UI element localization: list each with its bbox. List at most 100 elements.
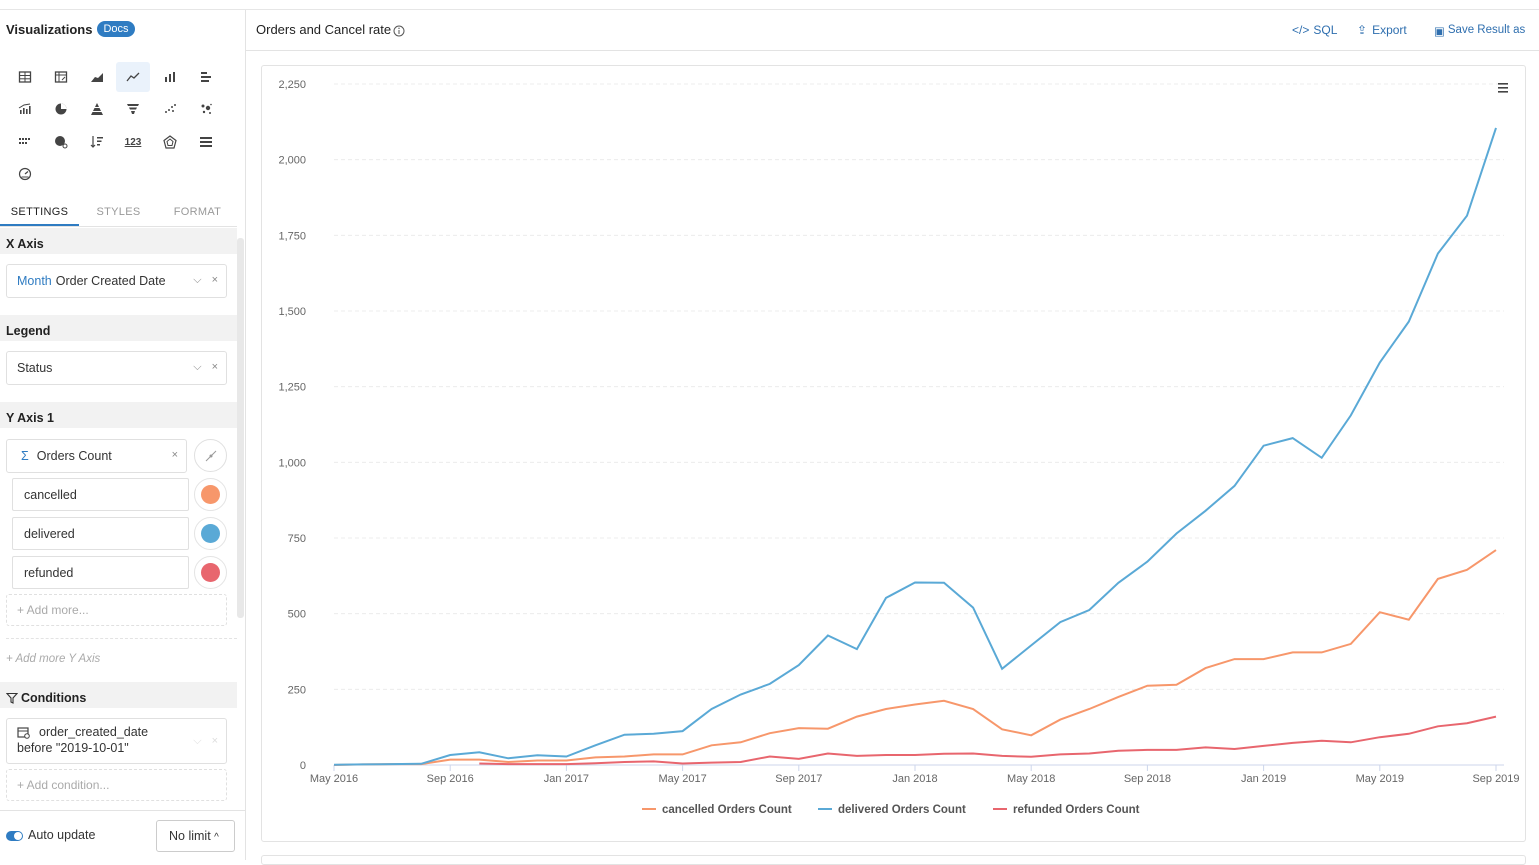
x-tick-label: Jan 2017	[544, 773, 589, 785]
table-icon[interactable]	[8, 62, 42, 92]
limit-button[interactable]: No limit ^	[156, 820, 235, 852]
number-icon[interactable]: 123	[124, 136, 142, 148]
x-tick-label: May 2016	[310, 773, 358, 785]
chart-menu-icon[interactable]	[1498, 83, 1508, 93]
series-line[interactable]	[479, 715, 1497, 766]
conditions-label: Conditions	[21, 691, 87, 705]
combo-chart-icon[interactable]	[8, 94, 42, 124]
x-axis-aggregation: Month	[17, 274, 52, 288]
y-tick-label: 1,250	[278, 382, 306, 394]
close-icon[interactable]: ×	[171, 449, 178, 461]
area-chart-icon[interactable]	[80, 62, 114, 92]
close-icon[interactable]: ×	[211, 735, 218, 747]
y-tick-label: 250	[288, 684, 306, 696]
gantt-icon[interactable]	[189, 127, 223, 157]
gauge-icon[interactable]	[8, 159, 42, 189]
visualizations-header: Visualizations Docs	[6, 21, 135, 37]
series-line[interactable]	[333, 549, 1497, 766]
x-axis-field[interactable]: Month Order Created Date ⌵ ×	[6, 264, 227, 298]
chevron-down-icon[interactable]: ⌵	[193, 274, 202, 286]
color-picker-cancelled[interactable]	[194, 478, 227, 511]
pivot-table-icon[interactable]	[44, 62, 78, 92]
column-chart-icon[interactable]	[153, 62, 187, 92]
legend-field[interactable]: Status ⌵ ×	[6, 351, 227, 385]
pyramid-icon[interactable]	[80, 94, 114, 124]
chevron-up-icon: ^	[214, 832, 219, 843]
condition-item[interactable]: order_created_date before "2019-10-01" ⌵…	[6, 718, 227, 764]
x-axis-field-name: Order Created Date	[55, 274, 166, 288]
visualizations-title: Visualizations	[6, 21, 93, 37]
series-row-cancelled[interactable]: cancelled	[12, 478, 189, 511]
trendline-button[interactable]	[194, 439, 227, 472]
line-chart: 0 250 500 750 1,000 1,250 1,500 1,750 2,000 2,250…	[278, 79, 1519, 816]
y-tick-label: 2,250	[278, 79, 306, 91]
info-icon[interactable]	[393, 25, 405, 37]
legend-item[interactable]: delivered Orders Count	[838, 804, 966, 816]
limit-label: No limit	[169, 829, 211, 843]
x-tick-label: Jan 2018	[892, 773, 937, 785]
add-more-series-button[interactable]: + Add more...	[6, 594, 227, 626]
bar-chart-icon[interactable]	[189, 62, 223, 92]
sigma-icon: Σ	[21, 449, 29, 463]
close-icon[interactable]: ×	[211, 274, 218, 286]
divider	[6, 638, 237, 639]
filter-icon	[6, 692, 18, 704]
sorted-bar-icon[interactable]	[80, 127, 114, 157]
y-tick-label: 0	[300, 760, 306, 772]
y-tick-label: 2,000	[278, 155, 306, 167]
tab-styles[interactable]: STYLES	[96, 206, 141, 218]
series-row-refunded[interactable]: refunded	[12, 556, 189, 589]
result-card	[261, 855, 1526, 865]
legend-item[interactable]: refunded Orders Count	[1013, 804, 1140, 816]
save-result-button[interactable]: ▣ Save Result as	[1434, 24, 1525, 38]
series-line[interactable]	[333, 127, 1497, 766]
bubble-icon[interactable]	[189, 94, 223, 124]
export-button[interactable]: ⇪ Export	[1357, 23, 1407, 37]
chart-title: Orders and Cancel rate	[256, 22, 392, 37]
legend-header: Legend	[0, 315, 237, 341]
tab-format[interactable]: FORMAT	[173, 206, 222, 218]
legend-item[interactable]: cancelled Orders Count	[662, 804, 792, 816]
add-more-y-axis-button[interactable]: + Add more Y Axis	[6, 653, 101, 665]
y-tick-label: 500	[288, 609, 306, 621]
funnel-icon[interactable]	[116, 94, 150, 124]
auto-update-label: Auto update	[28, 828, 96, 842]
tab-settings[interactable]: SETTINGS	[0, 203, 79, 226]
chevron-down-icon[interactable]: ⌵	[193, 361, 202, 373]
calendar-icon	[17, 726, 30, 739]
heatmap-icon[interactable]	[8, 127, 42, 157]
pie-chart-icon[interactable]	[44, 94, 78, 124]
sql-button[interactable]: </> SQL	[1292, 23, 1337, 37]
color-picker-delivered[interactable]	[194, 517, 227, 550]
close-icon[interactable]: ×	[211, 361, 218, 373]
radar-icon[interactable]	[153, 127, 187, 157]
top-strip	[0, 0, 1539, 10]
y-tick-label: 1,000	[278, 457, 306, 469]
color-picker-refunded[interactable]	[194, 556, 227, 589]
series-label: delivered	[24, 526, 75, 541]
color-swatch	[201, 563, 220, 582]
auto-update-toggle[interactable]	[6, 831, 23, 841]
y-tick-label: 750	[288, 533, 306, 545]
conditions-header: Conditions	[0, 682, 237, 708]
map-icon[interactable]	[44, 127, 78, 157]
scatter-icon[interactable]	[153, 94, 187, 124]
series-label: cancelled	[24, 487, 77, 502]
y-axis-field[interactable]: Σ Orders Count ×	[6, 439, 187, 473]
y-tick-label: 1,750	[278, 230, 306, 242]
add-condition-button[interactable]: + Add condition...	[6, 769, 227, 801]
y-axis-field-name: Orders Count	[36, 449, 112, 463]
color-swatch	[201, 485, 220, 504]
condition-operator: before "2019-10-01"	[17, 741, 129, 755]
x-tick-label: Jan 2019	[1241, 773, 1286, 785]
chart-card: 0 250 500 750 1,000 1,250 1,500 1,750 2,000 2,250…	[261, 65, 1526, 842]
x-axis-header: X Axis	[0, 228, 237, 254]
chevron-down-icon[interactable]: ⌵	[193, 735, 202, 747]
series-row-delivered[interactable]: delivered	[12, 517, 189, 550]
panel-scrollbar[interactable]	[237, 238, 244, 618]
series-label: refunded	[24, 565, 74, 580]
x-tick-label: Sep 2018	[1124, 773, 1171, 785]
save-icon: ▣	[1434, 26, 1445, 38]
docs-badge[interactable]: Docs	[97, 21, 135, 37]
line-chart-icon[interactable]	[116, 62, 150, 92]
